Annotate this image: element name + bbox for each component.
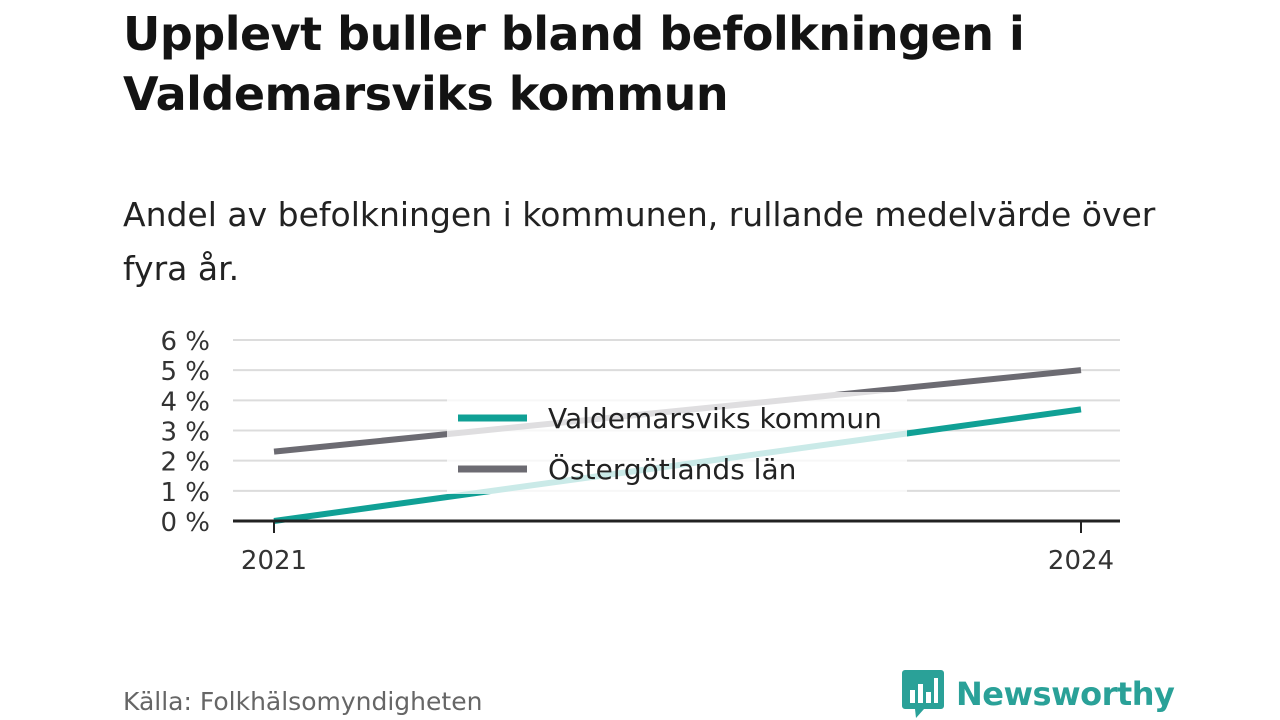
y-tick-label: 0 %: [160, 508, 210, 538]
y-tick-label: 4 %: [160, 387, 210, 417]
legend: Valdemarsviks kommun Östergötlands län: [447, 392, 907, 494]
y-tick-label: 2 %: [160, 448, 210, 478]
newsworthy-logo-icon: [902, 670, 944, 718]
legend-box: [447, 392, 907, 494]
legend-label: Valdemarsviks kommun: [548, 402, 882, 435]
y-tick-label: 3 %: [160, 418, 210, 448]
legend-label: Östergötlands län: [548, 452, 796, 486]
source-note: Källa: Folkhälsomyndigheten: [123, 687, 483, 716]
y-tick-label: 1 %: [160, 478, 210, 508]
y-tick-label: 5 %: [160, 357, 210, 387]
x-tick-label: 2021: [241, 546, 307, 576]
y-tick-label: 6 %: [160, 327, 210, 357]
axes: 0 %1 %2 %3 %4 %5 %6 % 2021 2024: [160, 327, 1120, 576]
newsworthy-wordmark: Newsworthy: [956, 675, 1175, 713]
newsworthy-logo: Newsworthy: [902, 670, 1175, 718]
x-tick-label: 2024: [1048, 546, 1114, 576]
chart-title: Upplevt buller bland befolkningen i Vald…: [123, 7, 1025, 121]
chart-subtitle: Andel av befolkningen i kommunen, rullan…: [123, 195, 1156, 288]
